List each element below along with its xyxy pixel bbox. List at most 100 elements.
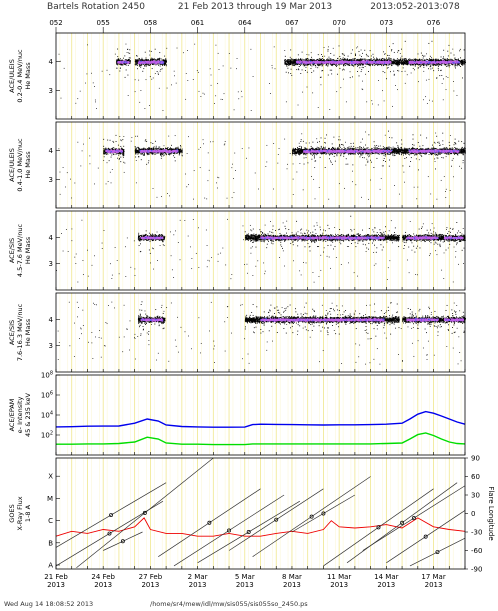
- data-point: [140, 66, 142, 68]
- data-point: [163, 63, 165, 65]
- data-point: [433, 70, 435, 72]
- data-point: [291, 58, 293, 60]
- data-point: [289, 62, 291, 64]
- data-point: [143, 59, 145, 61]
- data-point: [303, 60, 305, 62]
- data-point: [116, 61, 118, 63]
- data-point: [457, 64, 459, 66]
- data-point-dense: [153, 59, 155, 62]
- data-point: [447, 59, 449, 60]
- data-point: [159, 52, 161, 54]
- data-point-dense: [382, 60, 385, 62]
- data-point: [318, 58, 320, 60]
- data-point: [150, 50, 152, 52]
- data-point: [288, 59, 290, 61]
- data-point: [342, 57, 344, 59]
- data-point: [335, 59, 337, 61]
- data-point: [333, 54, 335, 56]
- data-point: [331, 59, 333, 61]
- data-point: [285, 60, 287, 62]
- data-point: [362, 52, 364, 54]
- data-point: [396, 62, 397, 64]
- data-point-dense: [159, 61, 161, 63]
- data-point: [302, 64, 304, 65]
- data-point-dense: [386, 61, 389, 63]
- data-point: [166, 65, 167, 67]
- data-point: [159, 57, 161, 59]
- data-point: [300, 58, 302, 60]
- data-point: [321, 59, 323, 61]
- header-rotation: Bartels Rotation 2450: [47, 2, 145, 12]
- data-point: [286, 63, 288, 65]
- data-point-dense: [370, 61, 373, 63]
- data-point: [346, 64, 348, 65]
- data-point: [383, 51, 385, 53]
- data-point: [419, 59, 421, 61]
- data-point: [357, 71, 358, 72]
- data-point: [453, 54, 455, 56]
- data-point: [362, 67, 364, 69]
- data-point: [323, 59, 325, 60]
- data-point: [393, 59, 395, 61]
- data-point: [382, 59, 384, 61]
- data-point: [368, 64, 370, 66]
- data-point: [301, 60, 303, 62]
- data-point: [141, 59, 142, 61]
- data-point-dense: [119, 60, 122, 63]
- data-point: [395, 64, 397, 66]
- data-point: [116, 60, 118, 62]
- data-point: [305, 60, 307, 62]
- data-point: [343, 68, 344, 70]
- data-point: [420, 64, 422, 66]
- data-point: [347, 59, 349, 61]
- data-point: [423, 64, 425, 66]
- data-point: [120, 63, 122, 65]
- data-point: [400, 59, 402, 61]
- data-point-dense: [334, 63, 337, 65]
- data-point: [328, 56, 330, 58]
- data-point: [397, 59, 399, 60]
- data-point: [144, 65, 146, 67]
- data-point: [142, 70, 144, 72]
- data-point: [163, 62, 165, 63]
- data-point-dense: [389, 62, 391, 64]
- data-point: [152, 64, 153, 65]
- data-point: [357, 65, 358, 67]
- data-point-dense: [333, 60, 335, 62]
- data-point: [292, 63, 294, 65]
- data-point: [414, 59, 416, 60]
- data-point: [415, 59, 417, 61]
- data-point: [437, 67, 439, 69]
- data-point: [421, 54, 423, 56]
- data-point: [159, 63, 161, 65]
- data-point-dense: [155, 61, 157, 63]
- data-point: [401, 48, 402, 50]
- data-point: [126, 63, 127, 65]
- data-point: [403, 64, 405, 66]
- data-point: [429, 59, 431, 61]
- data-point: [372, 64, 374, 66]
- data-point: [374, 63, 376, 65]
- data-point: [141, 59, 143, 61]
- data-point: [140, 65, 142, 67]
- data-point: [366, 55, 368, 57]
- data-point: [296, 64, 298, 66]
- data-point: [351, 64, 353, 66]
- data-point-dense: [121, 62, 124, 65]
- data-point: [325, 65, 327, 67]
- data-point: [153, 58, 155, 60]
- data-point: [343, 59, 345, 60]
- data-point: [412, 67, 414, 69]
- data-point: [300, 64, 302, 66]
- data-point: [431, 64, 433, 66]
- data-point: [119, 63, 121, 65]
- data-point: [422, 65, 424, 66]
- data-point: [152, 58, 154, 60]
- data-point: [388, 58, 390, 60]
- data-point: [136, 64, 138, 66]
- data-point: [293, 63, 295, 65]
- data-point: [346, 60, 348, 62]
- data-point: [416, 59, 418, 61]
- data-point: [402, 59, 404, 61]
